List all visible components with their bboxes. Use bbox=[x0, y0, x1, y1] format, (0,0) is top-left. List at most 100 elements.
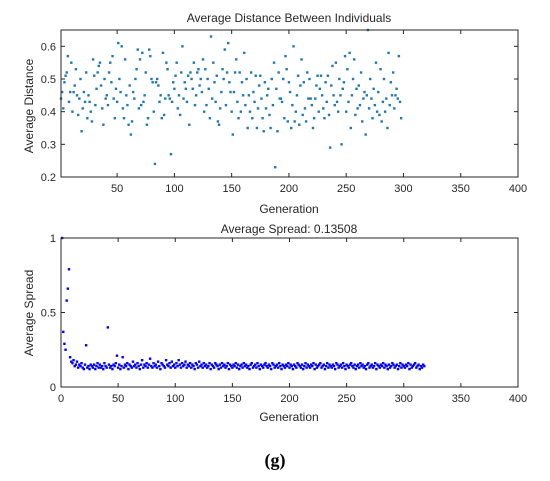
data-point bbox=[140, 358, 144, 362]
data-point bbox=[180, 361, 184, 365]
data-point bbox=[115, 100, 119, 104]
data-point bbox=[97, 366, 100, 369]
data-point bbox=[326, 74, 330, 77]
data-point bbox=[396, 97, 399, 100]
data-point bbox=[131, 90, 135, 94]
data-point bbox=[103, 77, 106, 81]
x-tick-label: 50 bbox=[111, 183, 123, 195]
data-point bbox=[101, 107, 104, 110]
data-point bbox=[348, 363, 352, 366]
data-point bbox=[419, 364, 423, 368]
data-point bbox=[176, 107, 180, 110]
data-point bbox=[68, 356, 72, 359]
data-point bbox=[100, 364, 104, 368]
data-point bbox=[304, 120, 308, 123]
data-point bbox=[340, 143, 343, 146]
data-point bbox=[81, 107, 84, 110]
data-point bbox=[260, 364, 264, 368]
data-point bbox=[328, 146, 332, 149]
data-point bbox=[391, 361, 394, 365]
data-point bbox=[365, 363, 369, 366]
data-point bbox=[90, 364, 94, 368]
data-point bbox=[209, 367, 212, 371]
data-point bbox=[272, 61, 276, 64]
data-point bbox=[268, 113, 271, 117]
data-point bbox=[188, 123, 191, 126]
data-point bbox=[166, 363, 169, 366]
data-point bbox=[135, 68, 138, 71]
data-point bbox=[107, 363, 111, 366]
data-point bbox=[231, 366, 234, 369]
data-point bbox=[357, 366, 361, 369]
data-point bbox=[257, 364, 260, 368]
data-point bbox=[175, 361, 178, 365]
data-point bbox=[411, 364, 415, 368]
data-point bbox=[363, 364, 367, 368]
data-point bbox=[157, 84, 160, 87]
data-point bbox=[129, 364, 132, 368]
data-point bbox=[227, 367, 231, 371]
data-point bbox=[397, 54, 401, 58]
data-point bbox=[174, 366, 177, 369]
data-point bbox=[188, 361, 192, 365]
data-point bbox=[399, 117, 403, 120]
data-point bbox=[127, 123, 130, 126]
data-point bbox=[166, 68, 169, 71]
data-point bbox=[389, 364, 393, 368]
data-point bbox=[158, 364, 161, 368]
data-point bbox=[240, 363, 243, 366]
data-point bbox=[246, 366, 249, 369]
data-point bbox=[316, 74, 319, 77]
data-point bbox=[396, 367, 400, 371]
data-point bbox=[65, 299, 68, 302]
chart-title: Average Distance Between Individuals bbox=[187, 11, 392, 25]
data-point bbox=[236, 363, 240, 366]
data-point bbox=[195, 363, 199, 366]
data-point bbox=[418, 367, 421, 371]
data-point bbox=[315, 84, 318, 87]
data-point bbox=[354, 113, 357, 117]
data-point bbox=[126, 361, 129, 365]
data-point bbox=[388, 366, 392, 369]
data-point bbox=[88, 367, 91, 371]
data-point bbox=[259, 363, 263, 366]
data-point bbox=[160, 361, 163, 365]
data-point bbox=[212, 61, 215, 64]
data-point bbox=[251, 366, 255, 369]
data-point bbox=[81, 366, 84, 369]
data-point bbox=[196, 366, 200, 369]
data-point bbox=[332, 364, 336, 368]
x-tick-label: 400 bbox=[509, 183, 527, 195]
data-point bbox=[319, 74, 323, 77]
data-point bbox=[70, 360, 73, 363]
data-point bbox=[230, 364, 233, 368]
data-point bbox=[192, 61, 196, 64]
data-point bbox=[187, 364, 191, 368]
data-point bbox=[154, 363, 158, 366]
data-point bbox=[222, 77, 225, 81]
data-point bbox=[72, 90, 75, 94]
data-point bbox=[207, 364, 210, 368]
data-point bbox=[139, 363, 143, 366]
data-point bbox=[302, 367, 305, 371]
data-point bbox=[72, 358, 75, 362]
data-point bbox=[228, 363, 232, 366]
data-point bbox=[126, 103, 129, 107]
data-point bbox=[170, 100, 174, 104]
data-point bbox=[306, 71, 309, 74]
data-point bbox=[143, 363, 146, 366]
data-point bbox=[107, 71, 111, 74]
data-point bbox=[142, 100, 145, 104]
data-point bbox=[238, 367, 241, 371]
data-point bbox=[318, 87, 322, 90]
data-point bbox=[284, 54, 287, 58]
data-point bbox=[398, 100, 402, 104]
data-point bbox=[128, 363, 131, 366]
data-point bbox=[62, 330, 65, 334]
data-point bbox=[67, 100, 71, 104]
x-tick-label: 100 bbox=[165, 183, 183, 195]
data-point bbox=[261, 117, 264, 120]
data-point bbox=[340, 366, 344, 369]
data-point bbox=[121, 107, 125, 110]
data-point bbox=[310, 103, 314, 107]
